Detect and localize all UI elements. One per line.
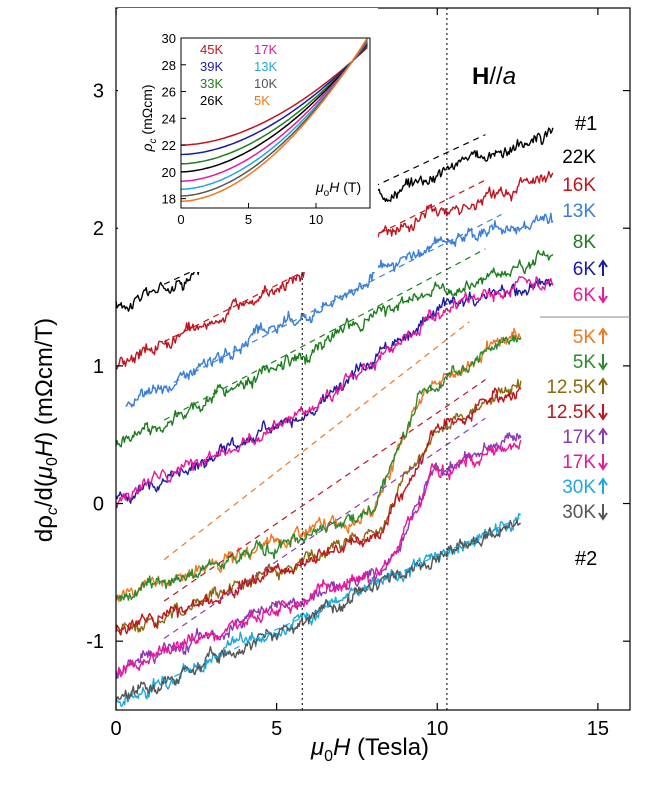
sweep-down-arrow-icon [599, 404, 607, 419]
legend-label: 8K [573, 232, 597, 253]
sweep-down-arrow-icon [599, 354, 607, 369]
figure: 0 5 10 15 -1 0 1 2 3 dρc/d(μ0H) (mΩcm/T) μ0H (T… [0, 0, 665, 804]
inset-x-tick-label: 10 [309, 212, 323, 227]
linear-fit-dash [164, 380, 485, 601]
y-tick-label: 3 [93, 81, 104, 103]
sweep-up-arrow-icon [599, 429, 607, 444]
legend: 22K 16K 13K 8K 6K 6K 5K 5K 12.5K 12.5K 17K 17K 30K 30… [546, 147, 607, 523]
x-tick-label: 5 [271, 718, 282, 740]
sweep-up-arrow-icon [599, 329, 607, 344]
series-line [116, 388, 521, 635]
legend-label: 12.5K [546, 402, 596, 423]
sweep-down-arrow-icon [599, 454, 607, 469]
inset-legend-label: 45K [200, 42, 223, 57]
inset-legend-label: 10K [254, 76, 277, 91]
legend-label: 22K [562, 147, 596, 168]
series-line [116, 279, 553, 503]
legend-label: 12.5K [546, 377, 596, 398]
sweep-down-arrow-icon [599, 504, 607, 519]
inset-legend-label: 13K [254, 59, 277, 74]
sample-label-1: #1 [575, 113, 597, 135]
y-tick-label: 1 [93, 356, 104, 378]
legend-label: 30K [562, 477, 596, 498]
legend-label: 5K [573, 352, 597, 373]
inset-legend-label: 17K [254, 42, 277, 57]
inset-y-tick-label: 26 [162, 85, 176, 100]
sweep-up-arrow-icon [599, 261, 607, 276]
sample-label-2: #2 [575, 548, 597, 570]
inset-y-tick-label: 18 [162, 192, 176, 207]
legend-label: 6K [573, 259, 597, 280]
legend-label: 6K [573, 285, 597, 306]
legend-label: 17K [562, 452, 596, 473]
sweep-down-arrow-icon [599, 287, 607, 302]
inset-y-tick-label: 24 [162, 111, 176, 126]
inset-legend-label: 5K [254, 93, 270, 108]
inset-legend-label: 26K [200, 93, 223, 108]
x-tick-label: 0 [110, 718, 121, 740]
inset-plot: 0 5 10 18 20 22 24 26 28 30 45K 39K 33K 26K 17K 13K 10… [118, 8, 378, 272]
inset-y-tick-label: 30 [162, 31, 176, 46]
legend-label: 16K [562, 175, 596, 196]
inset-x-tick-label: 0 [177, 212, 184, 227]
y-tick-label: 2 [93, 218, 104, 240]
inset-y-tick-label: 22 [162, 138, 176, 153]
x-tick-label: 10 [426, 718, 448, 740]
series-line [116, 277, 553, 508]
inset-y-tick-label: 28 [162, 58, 176, 73]
legend-label: 13K [562, 201, 596, 222]
y-axis-label: dρc/d(μ0H) (mΩcm/T) [31, 318, 61, 542]
x-axis-label: μ0H (Tesla) [310, 734, 429, 765]
x-tick-label: 15 [587, 718, 609, 740]
sweep-up-arrow-icon [599, 479, 607, 494]
inset-legend-label: 39K [200, 59, 223, 74]
legend-label: 17K [562, 427, 596, 448]
inset-y-tick-label: 20 [162, 165, 176, 180]
legend-label: 30K [562, 502, 596, 523]
field-direction-annotation: H//a [472, 63, 516, 90]
linear-fit-dash [164, 249, 485, 420]
sweep-up-arrow-icon [599, 379, 607, 394]
inset-x-tick-label: 5 [245, 212, 252, 227]
legend-label: 5K [573, 327, 597, 348]
y-tick-label: -1 [86, 631, 104, 653]
inset-legend-label: 33K [200, 76, 223, 91]
y-tick-label: 0 [93, 494, 104, 516]
